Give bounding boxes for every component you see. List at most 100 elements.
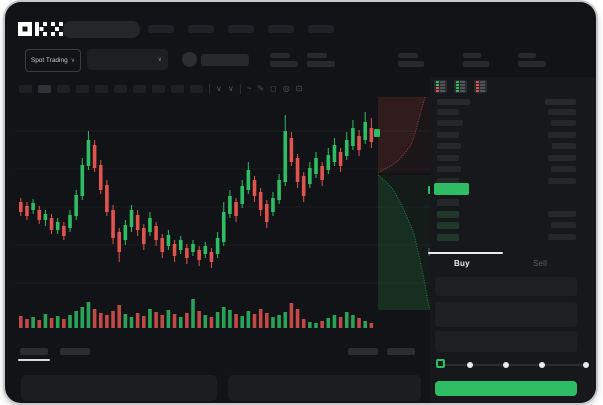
ask-row-price-2[interactable]	[437, 120, 463, 126]
timeframe-pill-2[interactable]	[38, 85, 51, 93]
bottom-panel-1	[21, 375, 217, 401]
bid-row-price-3[interactable]	[437, 222, 459, 229]
ask-row-amount-4	[552, 143, 576, 149]
ticker-stat-3	[398, 53, 424, 67]
tab-sell[interactable]: Sell	[533, 259, 548, 268]
chevron-down-icon: ∨	[157, 56, 162, 63]
interval-dropdown[interactable]: ∨	[216, 84, 222, 93]
ask-row-amount-6	[551, 166, 576, 172]
nav-items	[148, 25, 334, 33]
stat-value-placeholder	[270, 61, 298, 67]
ticker-stat-4	[463, 53, 489, 67]
orderbook-col-header-amount	[545, 99, 576, 105]
orderbook-trade-panel: Buy Sell	[428, 77, 596, 403]
bid-row-price-4[interactable]	[437, 234, 459, 241]
search-input[interactable]	[63, 21, 140, 38]
candlestick-chart[interactable]	[15, 96, 435, 334]
timeframe-pill-3[interactable]	[57, 85, 70, 93]
orderbook-rows	[430, 77, 596, 317]
bid-row-price-1[interactable]	[437, 199, 459, 206]
pair-selector-dropdown[interactable]: ∨	[87, 49, 168, 70]
amount-slider[interactable]	[436, 359, 589, 368]
orderbook-bids-icon[interactable]	[454, 80, 467, 93]
ask-row-amount-5	[548, 155, 576, 161]
screenshot-icon[interactable]: ◻	[270, 84, 277, 93]
coin-icon	[182, 52, 197, 67]
ask-row-price-4[interactable]	[437, 143, 461, 149]
chevron-down-icon: ∨	[70, 57, 76, 64]
pair-price-placeholder	[201, 54, 249, 66]
market-type-label: Spot Trading	[30, 57, 68, 64]
nav-item-4[interactable]	[268, 25, 294, 33]
ask-row-price-5[interactable]	[437, 155, 459, 161]
nav-item-3[interactable]	[228, 25, 254, 33]
stat-label-placeholder	[463, 53, 481, 58]
stat-label-placeholder	[398, 53, 418, 58]
timeframe-pill-1[interactable]	[19, 85, 32, 93]
stat-value-placeholder	[307, 61, 335, 67]
nav-item-2[interactable]	[188, 25, 214, 33]
trendline-icon[interactable]: ~	[246, 84, 252, 93]
order-field-3[interactable]	[435, 331, 577, 352]
tab-buy[interactable]: Buy	[454, 259, 470, 268]
nav-item-1[interactable]	[148, 25, 174, 33]
ask-row-price-1[interactable]	[437, 109, 459, 115]
ticker-stat-2	[307, 53, 335, 67]
active-tab-underline	[18, 359, 50, 361]
toolbar-divider	[209, 84, 210, 94]
timeframe-pill-8[interactable]	[152, 85, 165, 93]
order-field-2[interactable]	[435, 302, 577, 327]
bottom-panel-2	[228, 375, 421, 401]
bid-row-price-2[interactable]	[437, 211, 459, 218]
timeframe-pill-6[interactable]	[114, 85, 127, 93]
slider-stop-2[interactable]	[503, 362, 509, 368]
ask-row-amount-2	[551, 120, 576, 126]
orderbook-combined-icon[interactable]	[434, 80, 447, 93]
market-type-dropdown[interactable]: Spot Trading ∨	[25, 49, 81, 72]
orderbook-view-toggles	[434, 80, 487, 93]
stat-label-placeholder	[307, 53, 327, 58]
ask-row-price-3[interactable]	[437, 132, 459, 138]
slider-stop-4[interactable]	[583, 362, 589, 368]
chart-style-dropdown[interactable]: ∨	[227, 84, 234, 93]
chart-footer-control-2[interactable]	[387, 348, 415, 355]
toolbar-divider	[239, 84, 241, 94]
nav-item-5[interactable]	[308, 25, 334, 33]
fullscreen-icon[interactable]: ⊡	[295, 84, 303, 93]
timeframe-pill-5[interactable]	[95, 85, 108, 93]
bid-row-amount-3	[551, 222, 576, 228]
chart-bottom-tab-2[interactable]	[60, 348, 90, 355]
timeframe-pill-7[interactable]	[133, 85, 146, 93]
bid-row-amount-2	[548, 211, 576, 217]
okx-logo[interactable]	[18, 22, 64, 37]
timeframe-pill-4[interactable]	[76, 85, 89, 93]
orderbook-col-header-price	[437, 99, 470, 105]
buy-button[interactable]	[435, 381, 577, 396]
chart-footer-control-1[interactable]	[348, 348, 378, 355]
app-window: Spot Trading ∨ ∨ ∨ ∨ ~ ✎ ◻ ◎ ⊡ Buy Sell	[5, 2, 596, 403]
ask-row-amount-7	[548, 178, 576, 184]
ticker-stat-5	[518, 53, 546, 67]
ask-row-amount-1	[548, 109, 576, 115]
stat-label-placeholder	[270, 53, 290, 58]
ask-row-price-6[interactable]	[437, 166, 461, 172]
timeframe-pill-9[interactable]	[171, 85, 184, 93]
slider-stop-1[interactable]	[467, 362, 473, 368]
order-field-1[interactable]	[435, 277, 577, 296]
settings-icon[interactable]: ◎	[282, 84, 290, 93]
chart-toolbar: ∨ ∨ ~ ✎ ◻ ◎ ⊡	[19, 84, 302, 94]
ask-row-price-7[interactable]	[437, 178, 459, 184]
slider-stop-3[interactable]	[539, 362, 545, 368]
bid-row-amount-4	[548, 234, 576, 240]
chart-bottom-tab-1[interactable]	[20, 348, 48, 355]
stat-value-placeholder	[518, 61, 546, 67]
last-price-bar	[434, 183, 469, 195]
stat-label-placeholder	[518, 53, 536, 58]
slider-handle[interactable]	[436, 359, 445, 368]
timeframe-pill-10[interactable]	[190, 85, 203, 93]
stat-value-placeholder	[463, 61, 489, 67]
draw-icon[interactable]: ✎	[257, 84, 265, 93]
orderbook-asks-icon[interactable]	[474, 80, 487, 93]
stat-value-placeholder	[398, 61, 424, 67]
ticker-stat-1	[270, 53, 298, 67]
